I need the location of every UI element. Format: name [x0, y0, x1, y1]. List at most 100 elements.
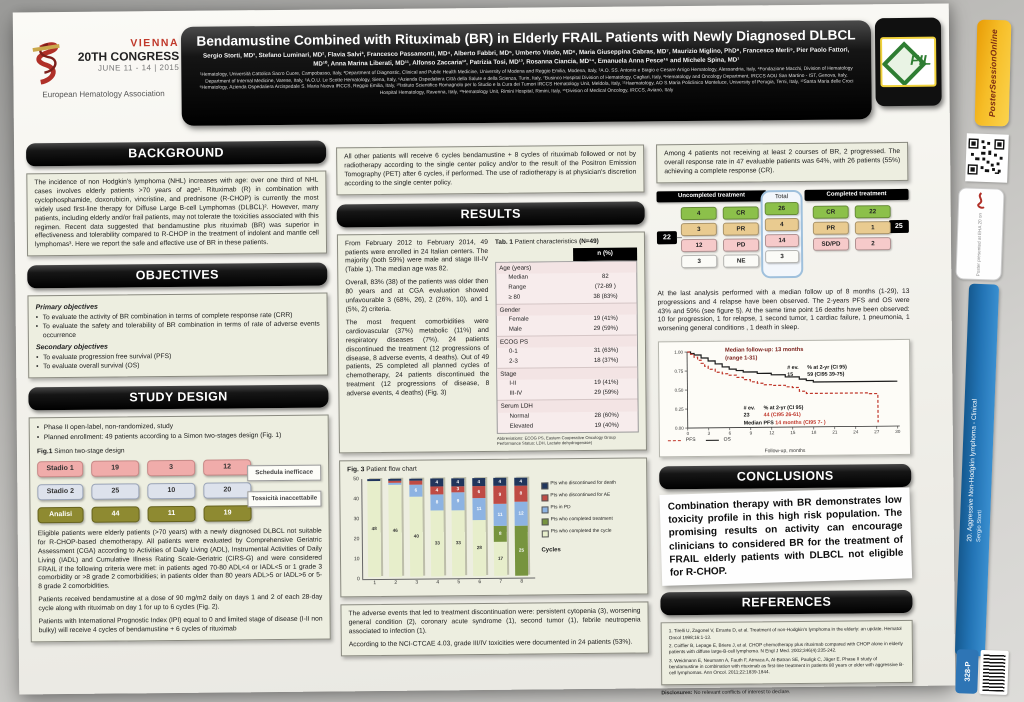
fig3-legend-item: Pts who completed treatment [541, 517, 640, 526]
fig3-bar-segment [388, 481, 402, 484]
disclosures-value: No relevant conflicts of interest to dec… [693, 688, 791, 696]
methods-continued-text: All other patients will receive 6 cycles… [336, 144, 645, 196]
table1-cell-label: Range [508, 284, 527, 291]
fig3-legend-item: Pts who discontinued for death [540, 481, 640, 490]
table1-caption-label: Tab. 1 [494, 238, 514, 246]
fig3-xaxis-line [361, 577, 535, 581]
eha-poster-tag: Poster presented at EHA 20 on [955, 187, 1005, 281]
right-column: Among 4 patients not receiving at least … [656, 135, 914, 696]
table1-cell-value: 28 (60%) [594, 412, 619, 419]
svg-text:0.25: 0.25 [675, 407, 684, 412]
conclusions-section-header: CONCLUSIONS [659, 464, 912, 490]
qr-code [965, 133, 1009, 183]
results-box: From February 2012 to February 2014, 49 … [336, 231, 647, 454]
results-paragraph-3: The most frequent comorbidities were car… [345, 317, 490, 398]
total-value-box: 4 [764, 217, 799, 232]
svg-text:15: 15 [790, 430, 796, 435]
fig3-bar-segment [409, 480, 423, 485]
fig3-legend-swatch [540, 494, 548, 502]
objective-item: To evaluate overall survival (OS) [36, 361, 320, 373]
adverse-events-text-1: The adverse events that led to treatment… [348, 607, 641, 636]
eha-congress-logo: VIENNA 20TH CONGRESS JUNE 11 - 14 | 2015… [27, 37, 180, 99]
congress-name: 20TH CONGRESS [77, 48, 180, 64]
disclosures-text: Disclosures: No relevant conflicts of in… [661, 688, 913, 696]
table1-cell-value: 19 (40%) [594, 422, 619, 429]
reference-item: 3. Weidmann E, Neumann A, Fauth F, Atmac… [668, 655, 904, 676]
table1-caption-text: Patient characteristics [512, 237, 580, 246]
fig3-bar-segment: 4 [451, 478, 465, 487]
fig3-bar-column: 40 6 3 [409, 478, 424, 591]
references-box: 1. Tirelli U, Zagonel V, Errante D, et a… [660, 620, 914, 686]
fig3-segment-label: 25 [518, 547, 525, 553]
dosing-text-1: Patients received bendamustine at a dose… [38, 593, 323, 613]
eha-tag-label: Poster presented at EHA 20 on [975, 212, 983, 277]
fig3-bar-column: 33 8 4 4 4 [430, 478, 445, 591]
os-events-value: 15 [787, 372, 794, 379]
poster-sheet: VIENNA 20TH CONGRESS JUNE 11 - 14 | 2015… [12, 3, 956, 696]
fig3-segment-label: 6 [477, 489, 481, 495]
fig3-bar: 33 8 4 4 [430, 478, 445, 577]
fig3-segment-label: 46 [392, 528, 398, 534]
fig3-bar-segment: 17 [493, 542, 508, 577]
results-paragraph-2: Overall, 83% (38) of the patients was ol… [345, 278, 489, 314]
eligibility-text: Eligible patients were elderly patients … [37, 527, 323, 591]
fig1-value-box: 10 [147, 482, 196, 500]
fig3-chart-area: 0 10 20 30 40 50 48 1 46 2 40 6 3 33 8 4 4 4 33 9 3 4 5 28 11 6 4… [347, 476, 640, 592]
table1-cell-label: Median [508, 274, 529, 281]
fig3-legend-item: Pts in PD [541, 505, 640, 514]
references-items: 1. Tirelli U, Zagonel V, Errante D, et a… [669, 626, 905, 677]
fig3-bar-column: 28 11 6 4 6 [472, 478, 487, 590]
fig3-ytick: 40 [353, 495, 359, 502]
fig3-bar: 40 6 [409, 478, 424, 577]
fig1-value-box: 20 [203, 482, 252, 499]
fig3-bar-segment: 9 [493, 486, 507, 505]
results-section-header: RESULTS [336, 201, 645, 228]
poster-code-label-bg: 328-P [955, 649, 979, 694]
fig3-bar-segment: 4 [430, 478, 444, 487]
middle-column: All other patients will receive 6 cycles… [336, 137, 649, 657]
fig1-row-label: Stadio 2 [37, 483, 84, 501]
uncompleted-value-box: 12 [680, 238, 718, 252]
fig3-bar-segment: 6 [409, 484, 423, 497]
fig3-segment-label: 28 [476, 545, 483, 551]
poster-affiliations: ¹Hematology, Università Cattolica Sacro … [199, 66, 854, 96]
postersessiononline-label: PosterSessionOnline [986, 28, 1000, 118]
table1-cell-label: Normal [509, 413, 530, 420]
table1-cell-value: 82 [601, 273, 609, 280]
objectives-secondary-list: To evaluate progression free survival (P… [36, 351, 320, 373]
total-value-box: 3 [765, 250, 800, 264]
completed-treatment-header: Completed treatment [804, 188, 909, 201]
table1-cell-label: Male [508, 326, 522, 333]
response-intro-text: Among 4 patients not receiving at least … [656, 141, 909, 184]
median-pfs-ci: (CI95 7- ) [803, 419, 826, 426]
fig3-legend-item: Pts who discontinued for AE [540, 493, 640, 502]
study-design-section-header: STUDY DESIGN [28, 384, 329, 411]
table1-body: Age (years) Median 82 Range (72-89 ) ≥ 80 38 (… [495, 260, 639, 434]
completed-row: CR 22 [812, 204, 891, 219]
fig3-legend-swatch [541, 530, 549, 538]
congress-organization: European Hematology Association [42, 89, 165, 100]
km-legend-os: OS [723, 436, 731, 443]
results-text: From February 2012 to February 2014, 49 … [345, 239, 490, 448]
fig3-segment-label: 4 [519, 478, 523, 484]
fig3-bar-segment: 8 [430, 494, 444, 511]
fig3-segment-label: 4 [435, 487, 439, 493]
fig3-segment-label: 8 [519, 490, 523, 496]
fig3-ytick: 20 [353, 535, 360, 542]
fil-logo-text: FIL [910, 51, 932, 68]
fig3-bar-segment: 11 [472, 498, 486, 521]
table1-cell-value: 19 (41%) [594, 380, 619, 387]
fig3-bar: 25 12 8 4 [514, 477, 529, 576]
uncompleted-treatment-header: Uncompleted treatment [656, 189, 767, 203]
fig3-segment-label: 11 [497, 512, 503, 518]
adverse-events-box: The adverse events that led to treatment… [340, 601, 649, 657]
disclosures-label: Disclosures: [661, 689, 693, 697]
svg-text:0.00: 0.00 [675, 426, 684, 431]
fig3-bar-segment: 28 [472, 520, 487, 577]
uncompleted-row: 4 CR [680, 206, 759, 220]
reference-item: 1. Tirelli U, Zagonel V, Errante D, et a… [668, 626, 902, 640]
median-followup-line1: Median follow-up: 13 months [725, 347, 804, 354]
qr-code-icon [967, 138, 1005, 176]
pfs-events-value: 23 [743, 412, 750, 419]
uncompleted-row: 12 PD [680, 238, 760, 252]
